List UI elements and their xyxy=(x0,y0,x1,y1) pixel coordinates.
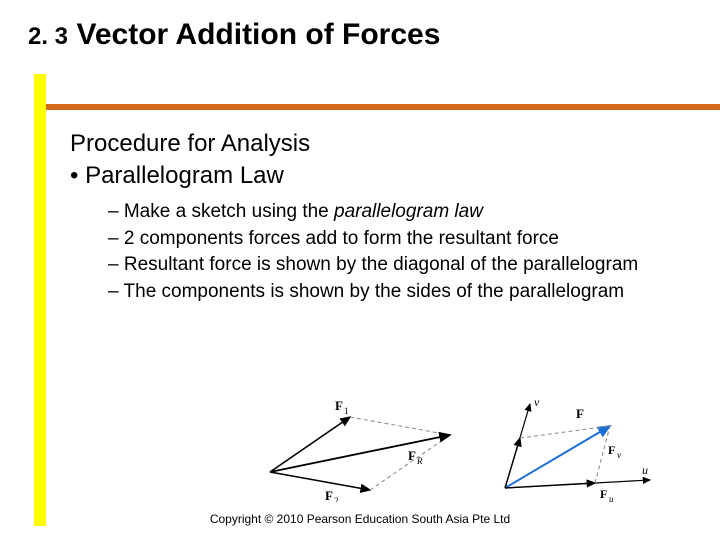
svg-text:1: 1 xyxy=(344,406,349,416)
sub-item-4: The components is shown by the sides of … xyxy=(108,280,690,305)
title-row: 2. 3 Vector Addition of Forces xyxy=(0,0,720,52)
svg-text:v: v xyxy=(534,395,540,409)
svg-text:F: F xyxy=(576,406,584,421)
bullet-parallelogram-law: Parallelogram Law xyxy=(70,162,690,190)
sub-item-2: 2 components forces add to form the resu… xyxy=(108,227,690,252)
subtitle: Procedure for Analysis xyxy=(70,130,690,158)
svg-text:F: F xyxy=(408,448,416,463)
copyright-text: Copyright © 2010 Pearson Education South… xyxy=(0,512,720,526)
svg-text:F: F xyxy=(608,443,615,457)
sub-bullet-list: Make a sketch using the parallelogram la… xyxy=(108,200,690,305)
svg-text:u: u xyxy=(609,494,614,502)
sub-item-1: Make a sketch using the parallelogram la… xyxy=(108,200,690,225)
sub-item-3: Resultant force is shown by the diagonal… xyxy=(108,253,690,278)
section-number: 2. 3 xyxy=(28,23,68,50)
svg-text:F: F xyxy=(600,487,607,501)
orange-divider xyxy=(46,104,720,110)
slide: 2. 3 Vector Addition of Forces Procedure… xyxy=(0,0,720,540)
figure-right: v u F Fv Fu xyxy=(505,395,650,502)
parallelogram-diagrams: F1 FR F2 v u F xyxy=(240,392,660,502)
content-area: Procedure for Analysis Parallelogram Law… xyxy=(70,130,690,307)
yellow-accent-bar xyxy=(34,74,46,526)
svg-text:F: F xyxy=(335,398,343,413)
figures-row: F1 FR F2 v u F xyxy=(240,392,660,502)
svg-text:F: F xyxy=(325,488,333,502)
svg-text:R: R xyxy=(416,456,423,466)
svg-text:2: 2 xyxy=(334,496,339,502)
svg-text:u: u xyxy=(642,463,648,477)
italic-phrase: parallelogram law xyxy=(334,201,483,222)
slide-title: Vector Addition of Forces xyxy=(76,18,440,51)
svg-text:v: v xyxy=(617,450,621,460)
figure-left: F1 FR F2 xyxy=(270,398,450,502)
